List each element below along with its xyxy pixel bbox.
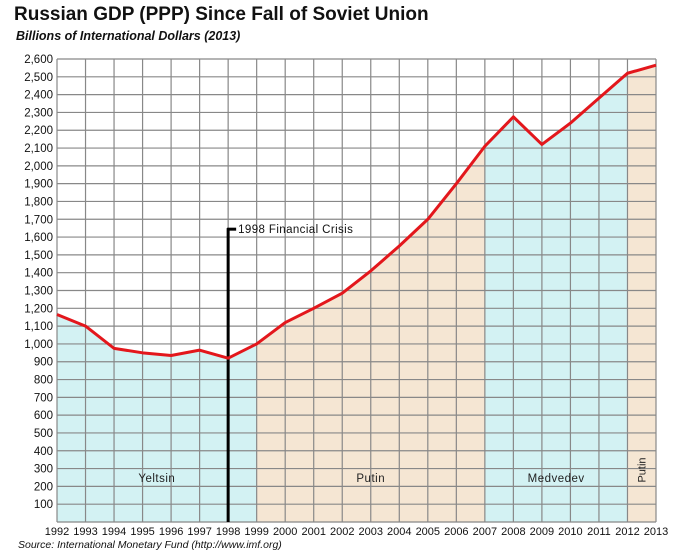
x-tick-label: 2011: [587, 526, 611, 538]
y-tick-label: 200: [34, 481, 53, 493]
period-fill-putin: [627, 65, 656, 522]
x-tick-label: 2006: [444, 526, 468, 538]
y-tick-label: 800: [34, 375, 53, 387]
x-tick-label: 1996: [159, 526, 183, 538]
x-tick-label: 2004: [387, 526, 411, 538]
period-label: Putin: [356, 473, 385, 485]
y-tick-label: 1,000: [24, 339, 53, 351]
y-tick-label: 300: [34, 464, 53, 476]
y-tick-label: 2,500: [24, 72, 53, 84]
x-tick-label: 2000: [273, 526, 297, 538]
x-tick-label: 2007: [473, 526, 497, 538]
y-tick-label: 1,300: [24, 286, 53, 298]
y-tick-label: 2,100: [24, 143, 53, 155]
period-label: Putin: [637, 457, 649, 482]
x-tick-label: 2005: [416, 526, 440, 538]
x-tick-label: 1992: [45, 526, 69, 538]
period-label: Yeltsin: [138, 473, 175, 485]
y-tick-label: 1,600: [24, 232, 53, 244]
period-fill-medvedev: [484, 73, 628, 522]
y-tick-label: 2,300: [24, 107, 53, 119]
x-tick-label: 1993: [73, 526, 97, 538]
y-tick-label: 1,400: [24, 268, 53, 280]
x-tick-label: 1994: [102, 526, 126, 538]
x-tick-label: 2002: [330, 526, 354, 538]
y-tick-label: 1,700: [24, 214, 53, 226]
chart-subtitle: Billions of International Dollars (2013): [16, 29, 241, 43]
x-tick-label: 2010: [558, 526, 582, 538]
y-tick-label: 2,600: [24, 54, 53, 66]
y-tick-label: 400: [34, 446, 53, 458]
period-label: Medvedev: [528, 473, 585, 485]
y-tick-label: 1,200: [24, 303, 53, 315]
x-tick-label: 2003: [359, 526, 383, 538]
y-tick-label: 1,900: [24, 179, 53, 191]
period-fill-yeltsin: [57, 314, 257, 522]
x-tick-label: 2013: [644, 526, 668, 538]
x-tick-label: 2001: [301, 526, 325, 538]
y-tick-label: 600: [34, 410, 53, 422]
x-tick-label: 1997: [187, 526, 211, 538]
y-tick-label: 1,100: [24, 321, 53, 333]
x-tick-label: 2012: [615, 526, 639, 538]
y-tick-label: 2,000: [24, 161, 53, 173]
y-tick-label: 900: [34, 357, 53, 369]
y-tick-label: 1,800: [24, 196, 53, 208]
x-tick-label: 2008: [501, 526, 525, 538]
x-tick-label: 1998: [216, 526, 240, 538]
gdp-line: [56, 63, 657, 360]
source-note: Source: International Monetary Fund (htt…: [18, 539, 282, 551]
y-tick-label: 1,500: [24, 250, 53, 262]
x-tick-label: 2009: [530, 526, 554, 538]
chart-title: Russian GDP (PPP) Since Fall of Soviet U…: [14, 4, 429, 25]
y-tick-label: 500: [34, 428, 53, 440]
x-tick-label: 1999: [244, 526, 268, 538]
y-tick-label: 2,200: [24, 125, 53, 137]
y-tick-label: 2,400: [24, 90, 53, 102]
y-tick-label: 700: [34, 392, 53, 404]
y-tick-label: 100: [34, 499, 53, 511]
crisis-annotation: 1998 Financial Crisis: [238, 224, 353, 236]
x-tick-label: 1995: [130, 526, 154, 538]
